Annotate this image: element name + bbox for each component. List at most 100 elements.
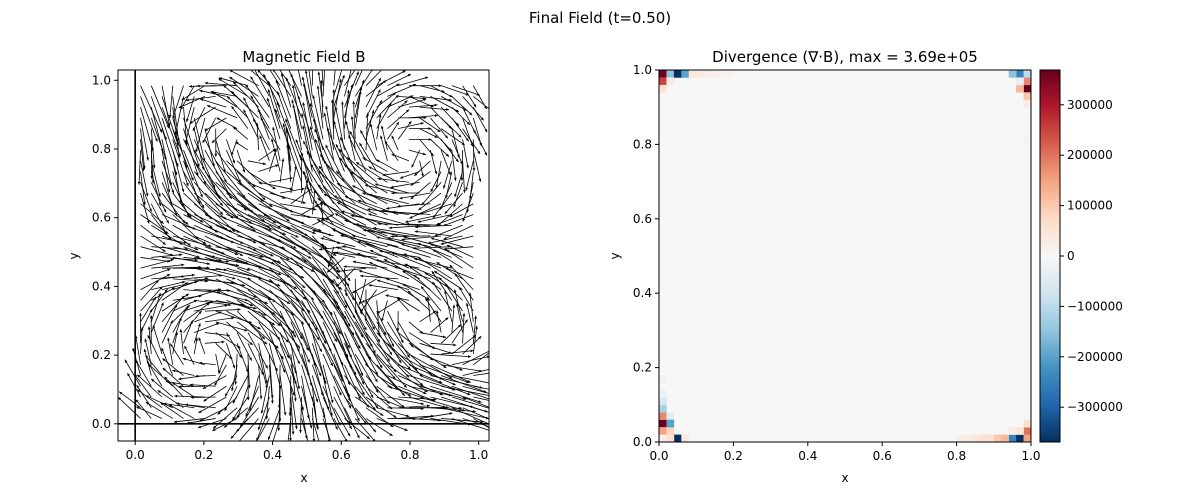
- field-arrow: [290, 354, 297, 402]
- field-arrow: [399, 192, 431, 200]
- field-arrow: [430, 364, 471, 383]
- field-arrow: [344, 195, 388, 215]
- field-arrow: [252, 118, 270, 151]
- field-arrow: [361, 289, 388, 303]
- field-arrow: [247, 214, 299, 238]
- field-arrow: [232, 375, 249, 404]
- field-arrow: [397, 120, 412, 140]
- field-arrow: [288, 375, 292, 416]
- field-arrow: [430, 385, 482, 403]
- field-arrow: [152, 325, 163, 355]
- field-arrow: [451, 385, 489, 400]
- heatmap-cell: [666, 427, 675, 435]
- field-arrow: [164, 376, 184, 398]
- quiver-xlabel: x: [300, 471, 307, 485]
- quiver-title: Magnetic Field B: [242, 48, 365, 66]
- field-arrow: [236, 203, 282, 229]
- field-arrow: [202, 375, 227, 390]
- field-arrow: [379, 135, 388, 161]
- field-arrow: [258, 364, 263, 400]
- field-arrow: [344, 268, 348, 297]
- field-arrow: [199, 98, 227, 108]
- field-arrow: [342, 245, 388, 258]
- field-arrow: [355, 396, 384, 417]
- field-arrow: [292, 104, 302, 151]
- field-arrow: [204, 340, 225, 344]
- field-arrow: [430, 139, 450, 157]
- field-arrow: [276, 101, 292, 140]
- field-arrow: [368, 193, 410, 205]
- quiver-axes: 0.0 0.2 0.4 0.6 0.8 1.0 0.0 0.2 0.4 0.6 0.8 1.0: [92, 70, 489, 462]
- field-arrow: [204, 308, 241, 312]
- field-arrow: [301, 257, 343, 290]
- field-arrow: [363, 228, 409, 237]
- field-arrow: [226, 332, 243, 359]
- x-tick-label: 0.0: [649, 449, 668, 463]
- field-arrow: [172, 96, 180, 142]
- field-arrow: [279, 321, 300, 365]
- field-arrow: [396, 311, 400, 332]
- field-arrow: [430, 85, 453, 98]
- field-arrow: [419, 375, 471, 396]
- field-arrow: [140, 257, 171, 263]
- field-arrow: [462, 85, 477, 108]
- field-arrow: [333, 257, 351, 282]
- field-arrow: [472, 149, 482, 182]
- field-arrow: [212, 407, 238, 429]
- heatmap-cell: [688, 70, 697, 78]
- field-arrow: [237, 418, 259, 441]
- field-arrow: [376, 70, 406, 87]
- field-arrow: [343, 164, 377, 194]
- field-arrow: [354, 289, 376, 330]
- field-arrow: [290, 300, 320, 341]
- heatmap-cell: [1008, 427, 1017, 435]
- field-arrow: [258, 164, 279, 172]
- field-arrow: [472, 325, 478, 355]
- heatmap-cell: [1023, 77, 1032, 86]
- field-arrow: [413, 274, 442, 301]
- field-arrow: [140, 258, 174, 269]
- field-arrow: [316, 219, 345, 237]
- field-arrow: [183, 160, 201, 205]
- field-arrow: [349, 130, 367, 162]
- field-arrow: [326, 127, 345, 172]
- field-arrow: [369, 123, 378, 151]
- field-arrow: [337, 267, 367, 273]
- field-arrow: [277, 91, 292, 129]
- field-arrow: [473, 396, 489, 401]
- field-arrow: [387, 100, 408, 119]
- field-arrow: [198, 407, 227, 422]
- field-arrow: [419, 332, 446, 339]
- field-arrow: [385, 294, 410, 301]
- quiver-panel: Magnetic Field B 0.0 0.2 0.4 0.6 0.8 1.00.00.…: [67, 48, 490, 485]
- field-arrow: [451, 106, 471, 126]
- field-arrow: [440, 106, 460, 127]
- field-arrow: [311, 386, 319, 428]
- field-arrow: [269, 235, 312, 259]
- field-arrow: [161, 160, 175, 194]
- field-arrow: [322, 70, 326, 97]
- x-tick-label: 0.4: [798, 449, 817, 463]
- field-arrow: [354, 407, 377, 433]
- field-arrow: [301, 76, 313, 118]
- field-arrow: [301, 375, 310, 419]
- field-arrow: [301, 300, 327, 344]
- field-arrow: [195, 374, 216, 378]
- field-arrow: [354, 353, 379, 393]
- field-arrow: [162, 358, 184, 376]
- field-arrow: [411, 149, 421, 168]
- field-arrow: [320, 218, 356, 237]
- field-arrow: [462, 396, 489, 408]
- field-arrow: [421, 182, 442, 206]
- field-arrow: [196, 84, 227, 88]
- field-arrow: [398, 122, 424, 130]
- y-tick-label: 0.0: [633, 435, 652, 449]
- field-arrow: [140, 268, 171, 280]
- field-arrow: [420, 286, 442, 312]
- x-tick-label: 0.0: [126, 448, 145, 462]
- field-arrow: [269, 246, 315, 273]
- field-arrow: [317, 71, 324, 108]
- field-arrow: [368, 284, 399, 291]
- heatmap-cell: [659, 70, 667, 78]
- field-arrow: [232, 81, 259, 108]
